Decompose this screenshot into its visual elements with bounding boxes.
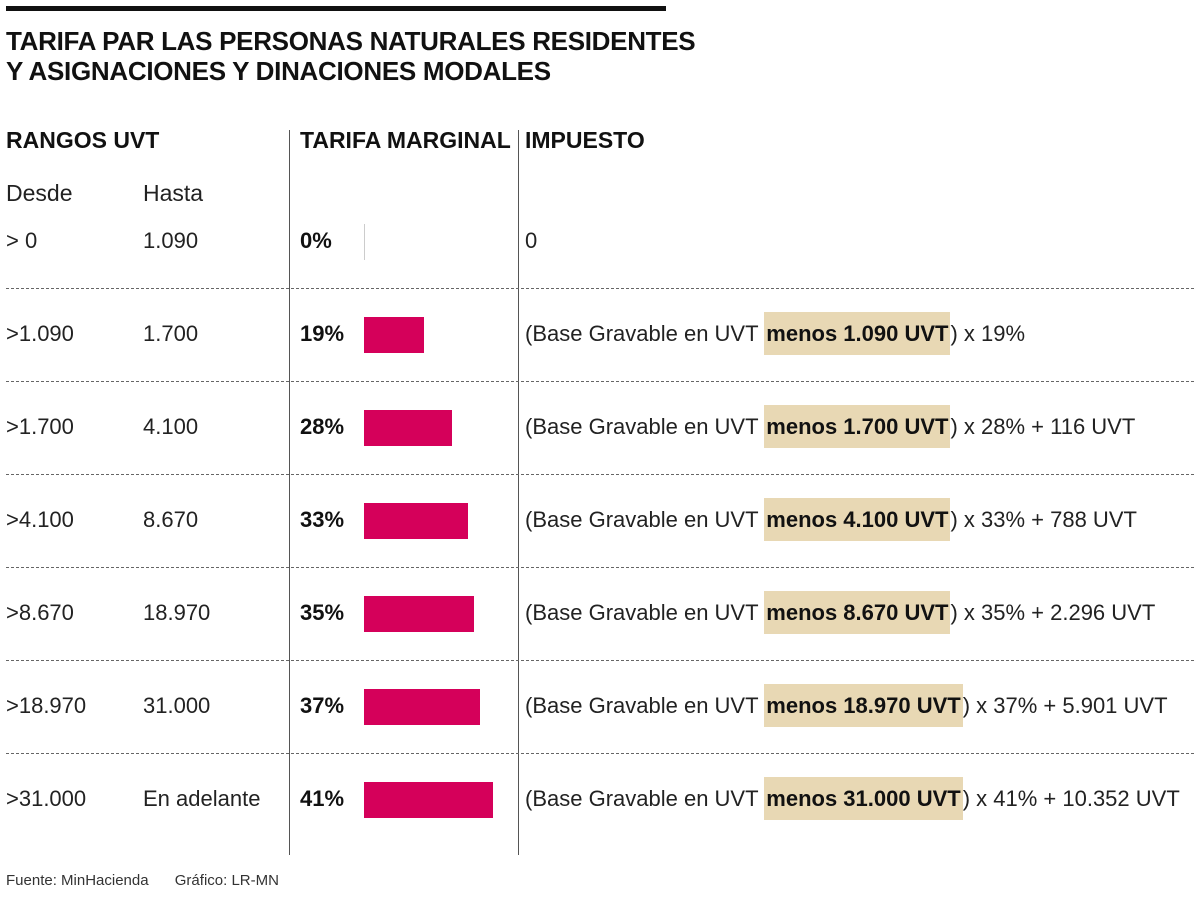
- impuesto-highlight: menos 18.970 UVT: [764, 684, 963, 727]
- rate-bar: [364, 317, 424, 353]
- rate-label: 33%: [300, 507, 345, 532]
- impuesto-formula: (Base Gravable en UVT menos 8.670 UVT) x…: [525, 588, 1155, 638]
- impuesto-prefix: (Base Gravable en UVT: [525, 693, 765, 718]
- header-hasta: Hasta: [143, 180, 204, 206]
- desde-value: >1.090: [6, 321, 74, 346]
- hasta-value: 4.100: [143, 414, 199, 439]
- impuesto-formula: (Base Gravable en UVT menos 1.090 UVT) x…: [525, 309, 1025, 359]
- row-divider: [6, 753, 1194, 754]
- rate-bar: [364, 224, 365, 260]
- hasta-value: 1.700: [143, 321, 199, 346]
- table-row: >31.000 En adelante 41% (Base Gravable en U…: [0, 774, 1200, 824]
- rate-bar: [364, 782, 493, 818]
- rate-label: 19%: [300, 321, 345, 346]
- table-row: >1.700 4.100 28% (Base Gravable en UVT meno…: [0, 402, 1200, 452]
- impuesto-prefix: (Base Gravable en UVT: [525, 786, 765, 811]
- impuesto-suffix: ) x 33% + 788 UVT: [950, 507, 1137, 532]
- row-divider: [6, 567, 1194, 568]
- footer: Fuente: MinHacienda Gráfico: LR-MN: [6, 872, 279, 889]
- rate-label: 37%: [300, 693, 345, 718]
- rate-bar: [364, 689, 480, 725]
- table-row: >18.970 31.000 37% (Base Gravable en UVT me…: [0, 681, 1200, 731]
- row-divider: [6, 660, 1194, 661]
- header-impuesto: IMPUESTO: [525, 127, 645, 153]
- impuesto-prefix: (Base Gravable en UVT: [525, 600, 765, 625]
- table-row: >4.100 8.670 33% (Base Gravable en UVT meno…: [0, 495, 1200, 545]
- rate-bar: [364, 410, 452, 446]
- desde-value: >8.670: [6, 600, 74, 625]
- footer-source: Fuente: MinHacienda: [6, 872, 149, 889]
- header-tarifa: TARIFA MARGINAL: [300, 127, 511, 153]
- table-row: >8.670 18.970 35% (Base Gravable en UVT men…: [0, 588, 1200, 638]
- impuesto-suffix: ) x 37% + 5.901 UVT: [962, 693, 1168, 718]
- impuesto-suffix: ) x 35% + 2.296 UVT: [950, 600, 1156, 625]
- rate-label: 35%: [300, 600, 345, 625]
- chart-title-line-1: TARIFA PAR LAS PERSONAS NATURALES RESIDE…: [6, 26, 696, 56]
- impuesto-prefix: (Base Gravable en UVT: [525, 414, 765, 439]
- impuesto-prefix: (Base Gravable en UVT: [525, 507, 765, 532]
- column-separator-impuesto: [518, 130, 519, 855]
- impuesto-formula: 0: [525, 216, 537, 266]
- impuesto-formula: (Base Gravable en UVT menos 4.100 UVT) x…: [525, 495, 1137, 545]
- header-rangos: RANGOS UVT: [6, 127, 160, 153]
- impuesto-formula: (Base Gravable en UVT menos 31.000 UVT) …: [525, 774, 1180, 824]
- desde-value: > 0: [6, 228, 38, 253]
- row-divider: [6, 474, 1194, 475]
- row-divider: [6, 381, 1194, 382]
- impuesto-highlight: menos 31.000 UVT: [764, 777, 963, 820]
- desde-value: >4.100: [6, 507, 74, 532]
- hasta-value: 18.970: [143, 600, 211, 625]
- impuesto-suffix: ) x 19%: [950, 321, 1026, 346]
- table-row: >1.090 1.700 19% (Base Gravable en UVT meno…: [0, 309, 1200, 359]
- footer-credit: Gráfico: LR-MN: [174, 872, 279, 889]
- rate-bar: [364, 503, 468, 539]
- impuesto-suffix: ) x 28% + 116 UVT: [950, 414, 1136, 439]
- header-desde: Desde: [6, 180, 73, 206]
- chart-title-line-2: Y ASIGNACIONES Y DINACIONES MODALES: [6, 56, 551, 86]
- rate-label: 0%: [300, 228, 332, 253]
- hasta-value: 1.090: [143, 228, 199, 253]
- impuesto-suffix: ) x 41% + 10.352 UVT: [962, 786, 1180, 811]
- impuesto-highlight: menos 1.090 UVT: [764, 312, 951, 355]
- desde-value: >31.000: [6, 786, 87, 811]
- impuesto-highlight: menos 8.670 UVT: [764, 591, 951, 634]
- impuesto-highlight: menos 1.700 UVT: [764, 405, 951, 448]
- impuesto-formula: (Base Gravable en UVT menos 18.970 UVT) …: [525, 681, 1168, 731]
- impuesto-prefix: 0: [525, 228, 538, 253]
- hasta-value: En adelante: [143, 786, 261, 811]
- hasta-value: 8.670: [143, 507, 199, 532]
- table-row: > 0 1.090 0% 0: [0, 216, 1200, 266]
- column-separator-tarifa: [289, 130, 290, 855]
- desde-value: >18.970: [6, 693, 87, 718]
- rate-bar: [364, 596, 474, 632]
- impuesto-highlight: menos 4.100 UVT: [764, 498, 951, 541]
- impuesto-formula: (Base Gravable en UVT menos 1.700 UVT) x…: [525, 402, 1135, 452]
- rate-label: 41%: [300, 786, 345, 811]
- row-divider: [6, 288, 1194, 289]
- desde-value: >1.700: [6, 414, 74, 439]
- top-rule: [6, 6, 666, 11]
- rate-label: 28%: [300, 414, 345, 439]
- impuesto-prefix: (Base Gravable en UVT: [525, 321, 765, 346]
- hasta-value: 31.000: [143, 693, 211, 718]
